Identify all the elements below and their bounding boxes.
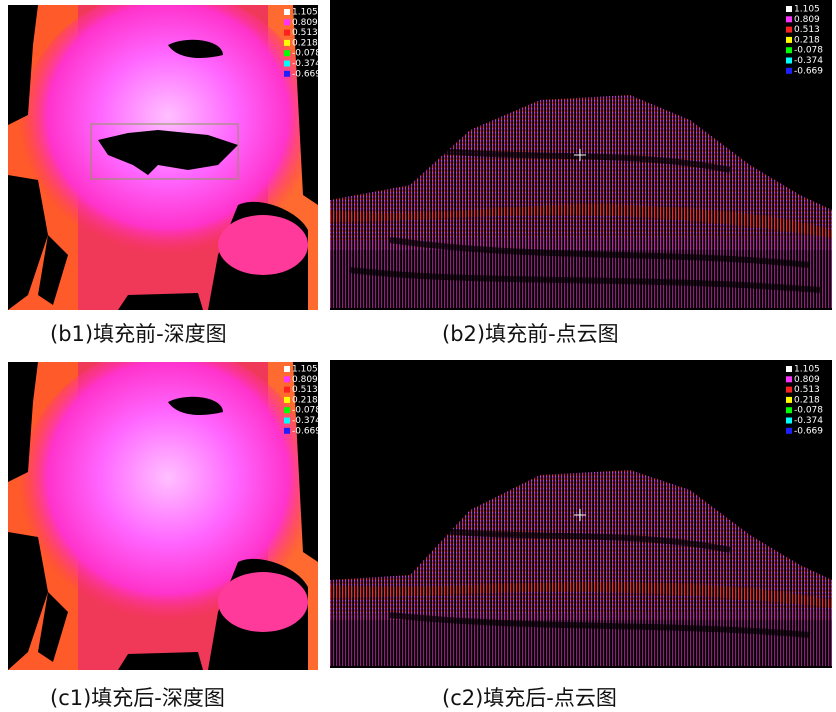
legend-swatch [284,50,290,57]
legend-swatch [284,396,290,403]
legend-swatch [786,6,792,12]
legend-swatch [786,407,792,414]
caption: (c2)填充后-点云图 [442,686,617,710]
legend-swatch [284,427,290,434]
legend-swatch [284,70,290,77]
legend-label: 1.105 [292,365,318,375]
legend-swatch [786,67,792,74]
legend-label: -0.078 [794,46,823,56]
legend-label: 0.513 [794,385,820,395]
legend-swatch [786,16,792,23]
legend-label: -0.078 [794,406,823,416]
legend-swatch [786,57,792,64]
legend-label: 0.218 [794,395,820,405]
legend-swatch [786,417,792,424]
legend-swatch [786,26,792,33]
legend-swatch [284,29,290,36]
legend-label: 0.218 [794,35,820,45]
legend-label: -0.374 [292,59,318,69]
legend-label: 0.513 [292,28,318,38]
legend-swatch [284,386,290,393]
legend-label: -0.669 [794,426,823,436]
legend-label: 0.513 [794,25,820,35]
legend-swatch [284,39,290,46]
legend-label: -0.078 [292,406,318,416]
legend-swatch [284,366,290,372]
legend-swatch [786,376,792,383]
legend-label: 0.218 [292,395,318,405]
legend-label: -0.374 [794,56,823,66]
legend-label: 0.809 [292,375,318,385]
legend-swatch [284,376,290,383]
legend-swatch [786,386,792,393]
legend-swatch [786,47,792,54]
caption: (c1)填充后-深度图 [50,686,225,710]
caption: (b2)填充前-点云图 [442,322,619,346]
legend-label: 0.809 [794,15,820,25]
legend-label: -0.078 [292,49,318,59]
legend-label: -0.669 [794,66,823,76]
caption: (b1)填充前-深度图 [50,322,227,346]
legend-swatch [284,417,290,424]
legend-label: -0.669 [292,426,318,436]
legend-label: 0.809 [292,18,318,28]
legend-swatch [786,36,792,43]
legend-swatch [786,366,792,372]
legend-label: 0.513 [292,385,318,395]
legend-label: 0.809 [794,375,820,385]
legend-swatch [284,19,290,26]
legend-label: -0.374 [794,416,823,426]
legend-label: -0.374 [292,416,318,426]
legend-label: 1.105 [794,365,820,375]
legend-swatch [284,407,290,414]
legend-swatch [786,396,792,403]
legend-label: -0.669 [292,69,318,79]
legend-swatch [284,9,290,15]
legend-label: 0.218 [292,38,318,48]
legend-swatch [284,60,290,67]
legend-label: 1.105 [794,5,820,15]
legend-swatch [786,427,792,434]
legend-label: 1.105 [292,8,318,18]
